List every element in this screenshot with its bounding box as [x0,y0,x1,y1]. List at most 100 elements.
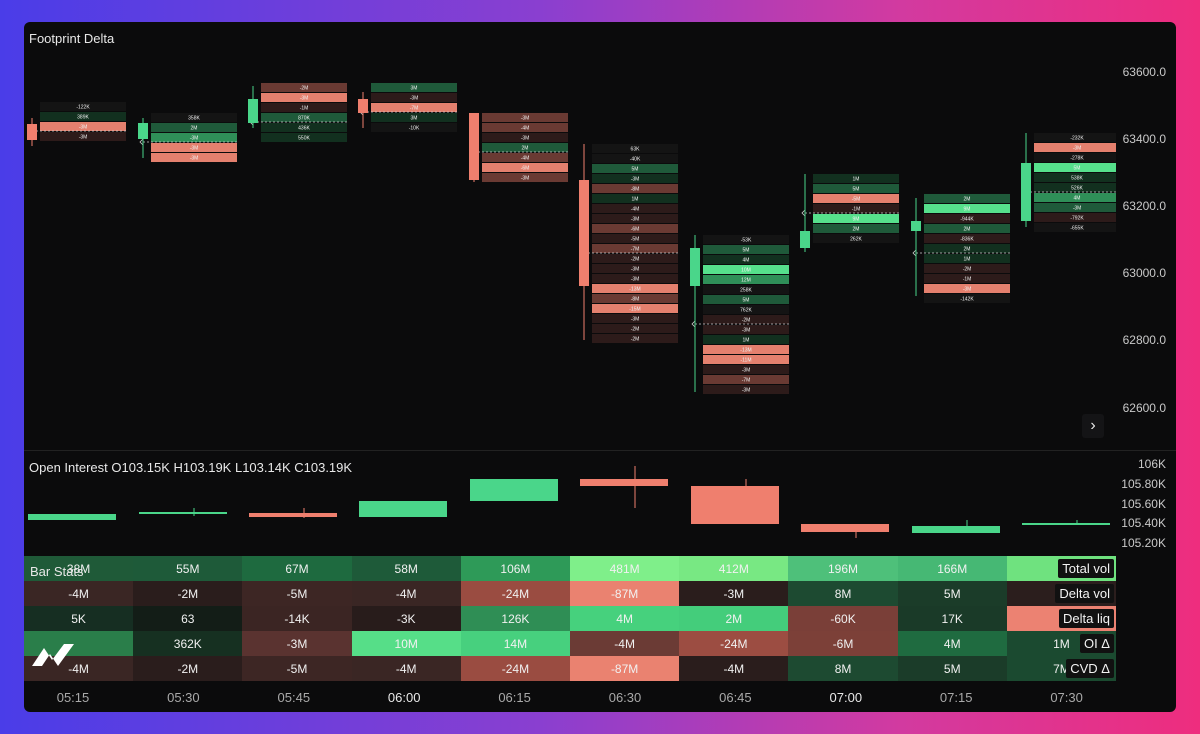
footprint-cell-label: 2M [853,227,860,233]
oi-candle-body [359,501,447,517]
footprint-cell-label: -3M [1073,146,1082,152]
time-tick-label: 06:00 [387,690,421,705]
footprint-cell [703,235,789,244]
footprint-cell-label: 5M [743,248,750,254]
footprint-cell-label: 870K [298,116,310,122]
footprint-cell [1034,223,1116,232]
footprint-cell [592,184,678,193]
footprint-cell [924,264,1010,273]
footprint-column: -232K -3M -278K 5M 538K 526K 4M -3M -792K -655K [1021,133,1116,232]
stat-cell: 196M [788,556,898,581]
price-tick-label: 62600.0 [1122,401,1166,415]
footprint-cell-label: 4M [743,258,750,264]
footprint-cell [703,325,789,334]
price-tick-label: 63000.0 [1122,266,1166,280]
footprint-cell [1034,163,1116,172]
panel-divider [24,450,1176,451]
price-tick-label: 62800.0 [1122,333,1166,347]
footprint-cell-label: -3M [742,388,751,394]
footprint-cell [371,83,457,92]
oi-tick-label: 105.60K [1121,497,1166,511]
stat-row-label[interactable]: OI Δ [1079,634,1114,653]
footprint-cell-label: 1M [632,197,639,203]
footprint-cell [592,254,678,263]
bar-stats-table: 38M55M67M58M106M481M412M196M166M1-4M-2M-… [24,556,1117,682]
footprint-chart[interactable]: -122K 389K -3M -3M 358K 2M -3M -3M -3M -2M -3M -1M 8… [24,22,1116,450]
footprint-cell-label: -4M [521,156,530,162]
stat-row-label[interactable]: Delta vol [1055,584,1114,603]
footprint-cell [261,113,347,122]
oi-tick-label: 105.80K [1121,477,1166,491]
footprint-cell [813,224,899,233]
candle-body [358,99,368,113]
footprint-cell [703,255,789,264]
footprint-cell [1034,133,1116,142]
time-tick-label: 05:30 [167,690,200,705]
stat-cell: 4M [897,631,1007,656]
oi-candle-body [249,513,337,517]
footprint-cell [703,295,789,304]
footprint-cell [151,113,237,122]
stat-cell: -3K [351,606,461,631]
footprint-cell-label: 389K [77,115,89,121]
footprint-cell [813,184,899,193]
footprint-cell [592,224,678,233]
footprint-cell-label: -5M [631,237,640,243]
stat-row-label[interactable]: CVD Δ [1066,659,1114,678]
footprint-cell [592,264,678,273]
footprint-cell [261,93,347,102]
footprint-cell [371,103,457,112]
time-tick-label: 05:45 [277,690,311,705]
stat-cell: -4M [351,581,461,606]
footprint-cell [592,204,678,213]
stat-cell: 4M [570,606,680,631]
open-interest-chart[interactable] [24,452,1116,556]
stat-cell: -14K [242,606,352,631]
footprint-cell-label: -3M [631,177,640,183]
candle-body [138,123,148,139]
footprint-cell [151,133,237,142]
time-tick-label: 07:30 [1050,690,1083,705]
footprint-cell [703,385,789,394]
footprint-cell-label: -3M [521,176,530,182]
footprint-cell [1034,203,1116,212]
candle-body [248,99,258,123]
footprint-cell-label: -232K [1070,136,1084,142]
footprint-cell-label: -4M [631,207,640,213]
footprint-cell-label: 258K [740,288,752,294]
stat-cell: -4M [570,631,680,656]
footprint-cell-label: -13M [629,287,640,293]
footprint-cell [151,123,237,132]
chevron-right-icon[interactable]: › [1082,414,1104,438]
stat-cell: 8M [788,581,898,606]
oi-candle-body [470,479,558,501]
stat-cell: 106M [460,556,571,581]
footprint-cell-label: 2M [964,197,971,203]
footprint-cell [924,274,1010,283]
footprint-cell-label: -3M [742,368,751,374]
stat-cell: 38M [24,556,134,581]
stat-cell: -5M [242,656,352,681]
footprint-cell-label: -142K [960,297,974,303]
footprint-cell-label: 9M [853,217,860,223]
footprint-cell [1034,143,1116,152]
footprint-cell-label: -792K [1070,216,1084,222]
oi-tick-label: 105.20K [1121,536,1166,550]
footprint-cell-label: 10M [741,268,751,274]
stat-cell: 10M [351,631,461,656]
footprint-column: 1M 5M -5M -1M 9M 2M 262K [800,174,899,252]
footprint-cell-label: 550K [298,136,310,142]
stat-cell: 5K [24,606,134,631]
footprint-cell-label: -13M [740,348,751,354]
footprint-cell [924,244,1010,253]
footprint-cell [371,113,457,122]
time-tick-label: 06:15 [498,690,531,705]
footprint-cell [1034,193,1116,202]
stat-row-label[interactable]: Total vol [1058,559,1114,578]
stat-row-label[interactable]: Delta liq [1059,609,1114,628]
footprint-cell-label: 3M [411,86,418,92]
footprint-column: -3M -4M -3M 2M -4M -6M -3M [469,113,568,182]
candle-body [27,124,37,140]
footprint-cell [482,113,568,122]
footprint-cell-label: -836K [960,237,974,243]
